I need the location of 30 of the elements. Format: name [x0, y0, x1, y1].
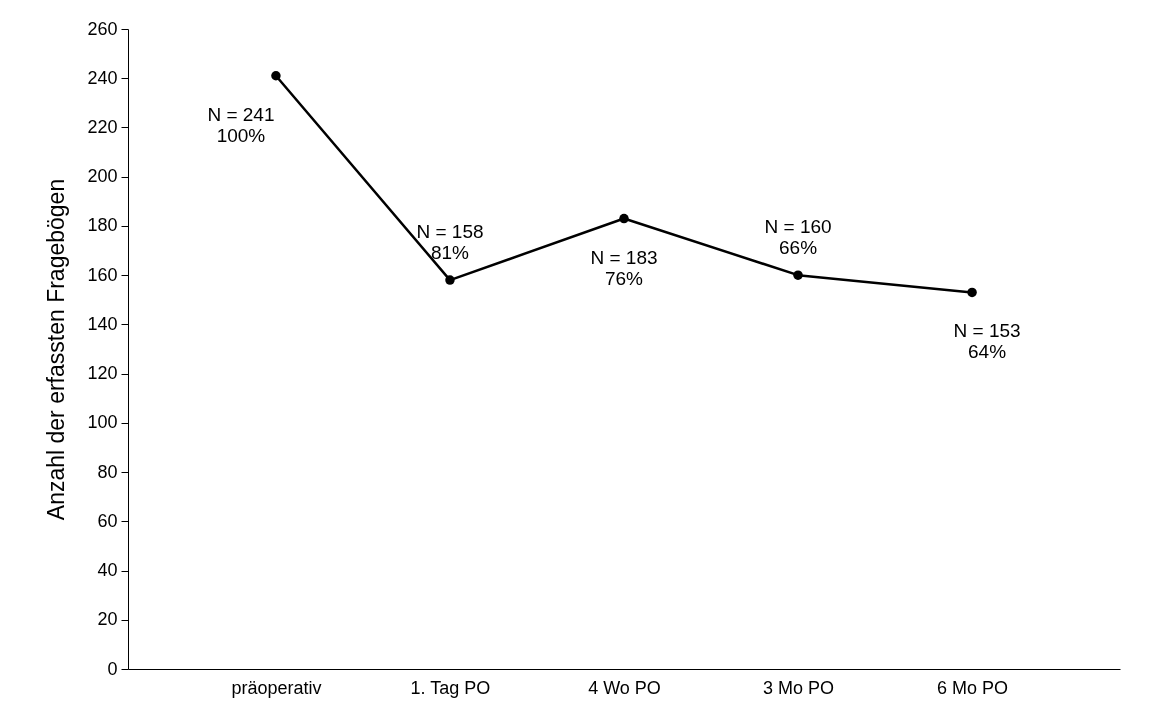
y-tick-label: 200	[87, 166, 118, 187]
x-tick-label: 1. Tag PO	[410, 677, 491, 698]
x-tick-label: 3 Mo PO	[763, 677, 835, 698]
annotation: N = 241 100%	[207, 103, 275, 146]
y-tick-label: 140	[87, 313, 118, 334]
point	[793, 270, 803, 280]
y-tick-label: 0	[107, 658, 118, 679]
annotation: N = 183 76%	[590, 246, 658, 289]
y-tick-label: 260	[87, 18, 118, 39]
x-tick-label: 4 Wo PO	[588, 677, 661, 698]
y-tick-label: 160	[87, 264, 118, 285]
y-tick-label: 20	[97, 609, 118, 630]
y-tick-label: 220	[87, 116, 118, 137]
x-tick-label: 6 Mo PO	[937, 677, 1009, 698]
annotation: N = 153 64%	[953, 320, 1021, 363]
point	[967, 287, 977, 298]
y-tick-label: 40	[97, 560, 118, 581]
annotation: N = 158 81%	[416, 221, 484, 264]
y-tick-label: 80	[97, 461, 118, 482]
y-tick-label: 240	[87, 67, 118, 88]
annotation: N = 160 66%	[764, 216, 832, 259]
y-tick-label: 120	[87, 363, 118, 384]
point	[445, 275, 455, 285]
y-tick-label: 60	[97, 510, 118, 531]
point	[271, 71, 281, 81]
y-axis-title: Anzahl der erfassten Fragebögen	[43, 178, 70, 521]
point	[619, 213, 629, 224]
y-tick-label: 180	[87, 215, 118, 236]
y-tick-label: 100	[87, 412, 118, 433]
x-tick-label: präoperativ	[231, 677, 322, 698]
